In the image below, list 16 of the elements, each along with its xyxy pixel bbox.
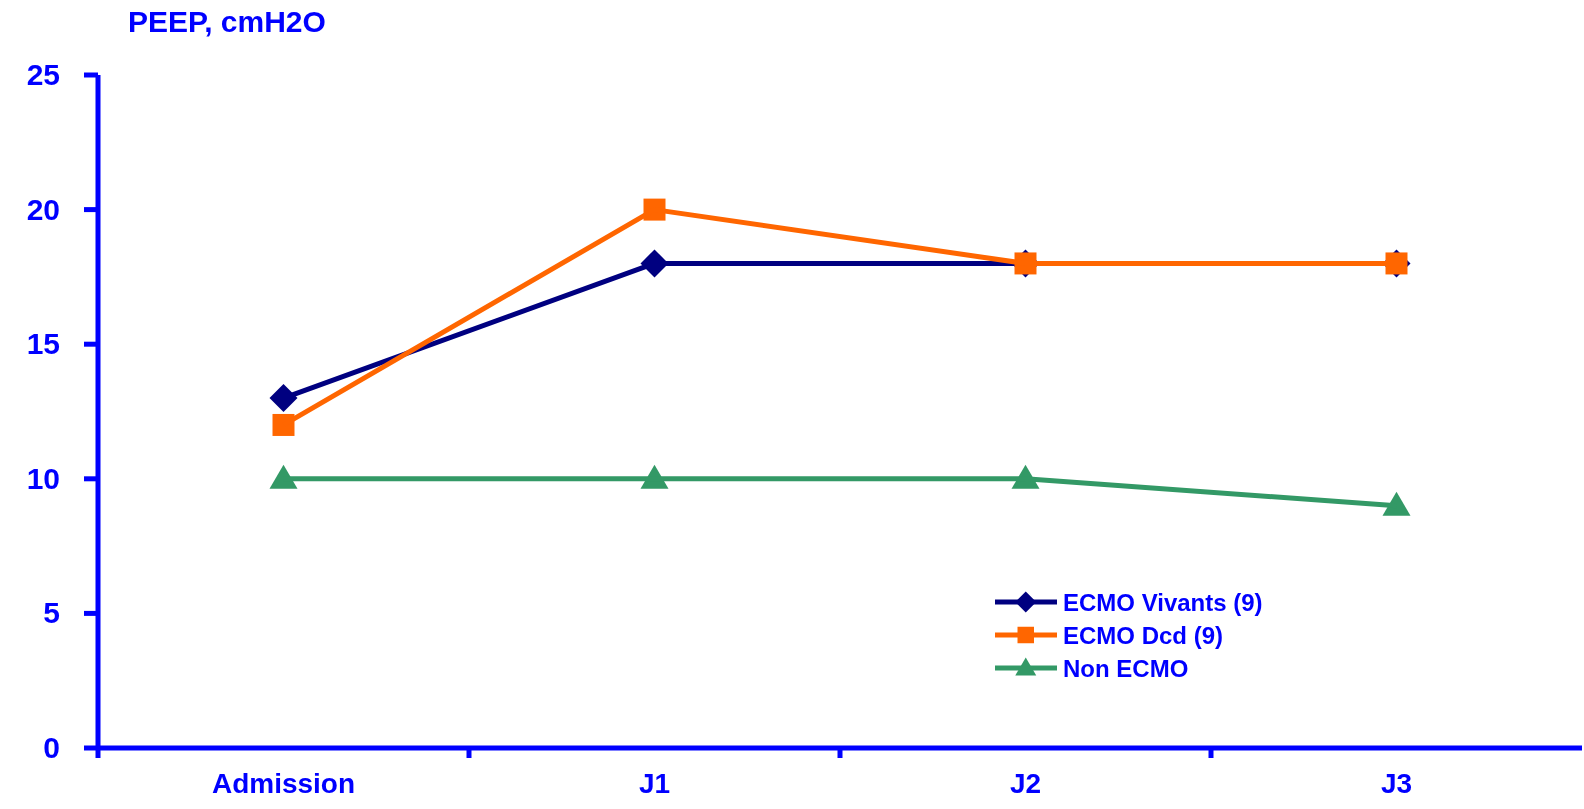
x-tick-label: J2 (1009, 768, 1042, 799)
x-tick-label: J1 (638, 768, 671, 799)
y-tick-label: 5 (43, 596, 60, 630)
y-tick-label: 0 (43, 731, 60, 764)
legend-label: ECMO Dcd (9) (1063, 622, 1224, 649)
y-tick-label: 25 (26, 58, 60, 91)
y-tick-label: 20 (26, 192, 60, 226)
y-axis-title: PEEP, cmH2O (128, 5, 326, 38)
x-tick-label: Admission (211, 768, 356, 799)
y-tick-label: 10 (26, 461, 60, 495)
point (1382, 491, 1411, 516)
x-tick-label: J3 (1380, 768, 1413, 799)
point (269, 464, 298, 489)
y-tick-label: 15 (26, 327, 60, 361)
legend-label: Non ECMO (1063, 655, 1189, 682)
legend-label: ECMO Vivants (9) (1063, 589, 1263, 616)
